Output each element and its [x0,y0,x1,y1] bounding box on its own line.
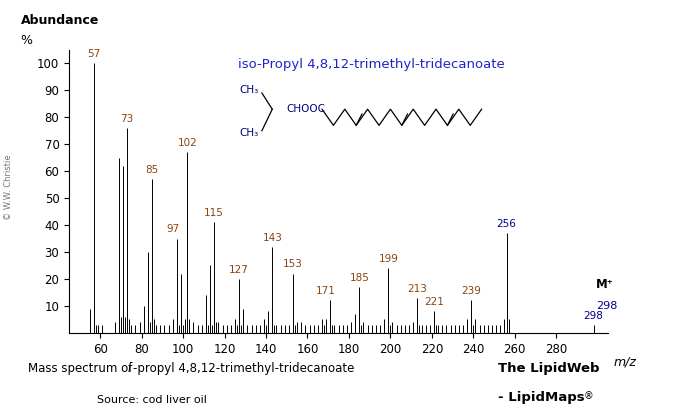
Text: - LipidMaps: - LipidMaps [498,391,584,404]
Text: Abundance: Abundance [21,14,99,27]
Text: 153: 153 [283,260,303,270]
Text: 127: 127 [229,265,249,275]
Text: 115: 115 [205,208,224,218]
Text: -propyl 4,8,12-trimethyl-tridecanoate: -propyl 4,8,12-trimethyl-tridecanoate [133,362,354,375]
Text: CH₃: CH₃ [240,85,259,95]
Text: The LipidWeb: The LipidWeb [498,362,599,375]
Text: M⁺: M⁺ [596,278,614,291]
Text: 85: 85 [145,165,159,175]
Text: %: % [21,34,32,47]
Text: 298: 298 [596,301,617,311]
Text: 199: 199 [379,254,398,264]
Text: 185: 185 [350,273,369,283]
Text: CHOOC: CHOOC [287,104,325,114]
Text: 213: 213 [408,284,427,294]
Text: i: i [128,362,131,375]
Text: 102: 102 [178,138,197,148]
Text: © W.W. Christie: © W.W. Christie [3,154,13,220]
Text: iso-Propyl 4,8,12-trimethyl-tridecanoate: iso-Propyl 4,8,12-trimethyl-tridecanoate [238,58,504,72]
Text: 256: 256 [497,219,516,229]
Text: 57: 57 [87,50,101,59]
Text: 239: 239 [462,287,481,297]
Text: 298: 298 [584,311,603,321]
Text: m/z: m/z [614,355,636,369]
Text: 171: 171 [316,287,336,297]
Text: 97: 97 [166,225,180,235]
Text: 73: 73 [120,114,134,124]
Text: 221: 221 [424,297,444,307]
Text: Source: cod liver oil: Source: cod liver oil [97,395,207,405]
Text: ®: ® [584,391,594,401]
Text: Mass spectrum of: Mass spectrum of [28,362,135,375]
Text: 143: 143 [263,233,282,243]
Text: CH₃: CH₃ [240,129,259,139]
